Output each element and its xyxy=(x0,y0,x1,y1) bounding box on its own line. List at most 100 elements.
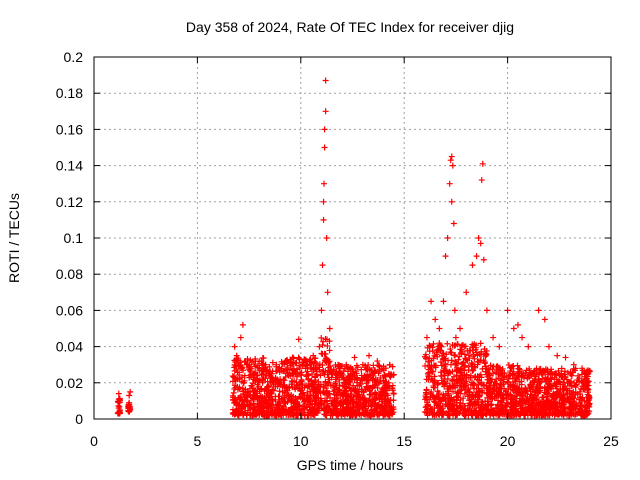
data-point xyxy=(327,412,334,419)
data-point xyxy=(303,382,310,389)
data-point xyxy=(259,404,266,411)
data-point xyxy=(476,387,483,394)
x-tick-label: 20 xyxy=(500,433,516,449)
data-point xyxy=(533,371,540,378)
data-point xyxy=(293,359,300,366)
data-point xyxy=(291,368,298,375)
data-point xyxy=(519,395,526,402)
data-point xyxy=(457,387,464,394)
data-point xyxy=(354,375,361,382)
tick-labels: 0 0.02 0.04 0.06 0.08 0.1 0.12 0.14 0.16 0.18 0.2 0… xyxy=(56,49,619,449)
data-point xyxy=(370,370,377,377)
data-point xyxy=(477,240,484,247)
data-point xyxy=(446,368,453,375)
data-point xyxy=(235,412,242,419)
data-point xyxy=(447,157,454,164)
data-point xyxy=(520,370,527,377)
data-point xyxy=(262,361,269,368)
data-point xyxy=(444,235,451,241)
data-point xyxy=(371,367,378,374)
data-point xyxy=(363,380,370,387)
data-point xyxy=(455,360,462,367)
data-point xyxy=(505,362,512,369)
data-point xyxy=(373,379,380,386)
data-point xyxy=(295,336,302,343)
data-point xyxy=(554,393,561,400)
data-point xyxy=(233,400,240,407)
grid xyxy=(94,57,611,419)
data-point xyxy=(448,198,455,205)
data-point xyxy=(261,368,268,375)
data-point xyxy=(321,350,328,357)
data-point xyxy=(499,365,506,372)
data-point xyxy=(472,373,479,380)
data-point xyxy=(557,372,564,379)
data-point xyxy=(311,385,318,392)
data-point xyxy=(552,403,559,410)
data-point xyxy=(311,379,318,386)
y-axis-label: ROTI / TECUs xyxy=(6,193,22,283)
data-point xyxy=(380,365,387,372)
data-point xyxy=(578,412,585,419)
data-point xyxy=(560,404,567,411)
data-point xyxy=(305,412,312,419)
data-point xyxy=(318,405,325,412)
data-point xyxy=(323,397,330,404)
data-point xyxy=(369,384,376,391)
data-point xyxy=(115,390,122,397)
data-point xyxy=(346,365,353,372)
data-point xyxy=(584,398,591,405)
data-point xyxy=(470,401,477,408)
data-point xyxy=(484,401,491,408)
data-point xyxy=(444,392,451,399)
y-tick-label: 0.04 xyxy=(56,339,83,355)
data-point xyxy=(458,369,465,376)
data-point xyxy=(558,365,565,372)
data-point xyxy=(276,388,283,395)
data-point xyxy=(327,369,334,376)
data-point xyxy=(339,382,346,389)
data-point xyxy=(448,153,455,160)
data-point xyxy=(566,409,573,416)
data-point xyxy=(429,348,436,355)
data-point xyxy=(423,394,430,401)
data-point xyxy=(519,334,526,341)
data-point xyxy=(293,373,300,380)
x-tick-label: 25 xyxy=(603,433,619,449)
data-point xyxy=(244,389,251,396)
data-point xyxy=(327,394,334,401)
data-point xyxy=(447,349,454,356)
data-point xyxy=(291,411,298,418)
data-point xyxy=(321,144,328,151)
data-point xyxy=(326,325,333,332)
data-point xyxy=(259,354,266,361)
data-point xyxy=(288,381,295,388)
data-point xyxy=(390,371,397,378)
data-point xyxy=(583,411,590,418)
data-point xyxy=(496,343,503,350)
data-point xyxy=(441,372,448,379)
data-point xyxy=(483,351,490,358)
data-point xyxy=(312,365,319,372)
data-point xyxy=(385,403,392,410)
data-point xyxy=(351,354,358,361)
data-point xyxy=(533,400,540,407)
data-point xyxy=(515,400,522,407)
data-point xyxy=(235,408,242,415)
data-point xyxy=(275,366,282,373)
data-point xyxy=(526,385,533,392)
data-point xyxy=(382,402,389,409)
data-point xyxy=(463,289,470,296)
data-point xyxy=(422,362,429,369)
data-point xyxy=(256,365,263,372)
data-point xyxy=(320,383,327,390)
data-point xyxy=(239,385,246,392)
data-point xyxy=(584,367,591,374)
y-tick-label: 0.02 xyxy=(56,375,83,391)
data-point xyxy=(366,372,373,379)
x-axis-label: GPS time / hours xyxy=(297,457,404,473)
data-point xyxy=(535,376,542,383)
data-point xyxy=(487,362,494,369)
data-point xyxy=(283,387,290,394)
data-point xyxy=(242,358,249,365)
